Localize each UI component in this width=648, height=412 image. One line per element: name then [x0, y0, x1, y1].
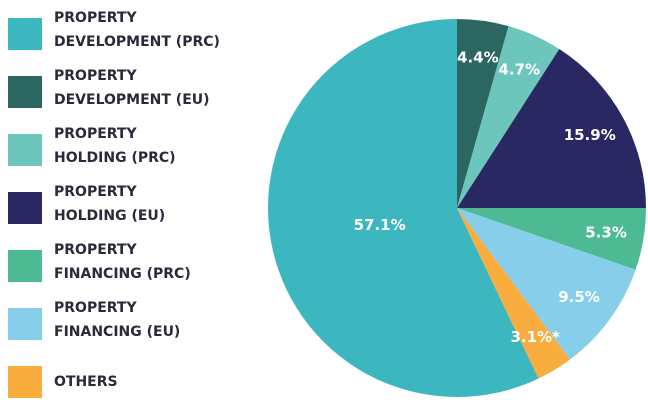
- legend-swatch: [8, 18, 42, 50]
- legend-swatch: [8, 76, 42, 108]
- value-label: 57.1%: [354, 216, 406, 234]
- legend-swatch: [8, 250, 42, 282]
- legend-item: PROPERTY HOLDING (PRC): [8, 122, 258, 180]
- legend-item: PROPERTY DEVELOPMENT (EU): [8, 64, 258, 122]
- legend-swatch: [8, 366, 42, 398]
- pie-slice: [457, 26, 560, 208]
- pie-slice: [457, 208, 636, 360]
- pie-slice: [457, 208, 646, 270]
- legend-label: PROPERTY DEVELOPMENT (EU): [54, 68, 210, 108]
- legend-item: PROPERTY DEVELOPMENT (PRC): [8, 6, 258, 64]
- value-label: 3.1%*: [510, 328, 560, 346]
- chart: 57.1% 4.4%4.7% 15.9% 5.3% 9.5% 3.1%*: [268, 19, 646, 397]
- legend-item: PROPERTY FINANCING (PRC): [8, 238, 258, 296]
- legend-label: PROPERTY HOLDING (PRC): [54, 126, 176, 166]
- pie-slice: [268, 19, 539, 397]
- legend-swatch: [8, 192, 42, 224]
- legend-item: OTHERS: [8, 354, 258, 412]
- pie-slice: [457, 19, 509, 208]
- pie-slice: [457, 208, 571, 379]
- legend-swatch: [8, 308, 42, 340]
- value-label: 5.3%: [585, 224, 627, 242]
- page: {"chart_data": {"type": "pie", "categori…: [8, 10, 646, 398]
- legend-label: PROPERTY HOLDING (EU): [54, 184, 166, 224]
- value-label: 4.4%: [457, 49, 499, 67]
- legend-label: PROPERTY FINANCING (PRC): [54, 242, 191, 282]
- legend: PROPERTY DEVELOPMENT (PRC) PROPERTY DEVEL…: [8, 6, 258, 412]
- legend-item: PROPERTY FINANCING (EU): [8, 296, 258, 354]
- value-label: 15.9%: [564, 126, 616, 144]
- legend-label: OTHERS: [54, 374, 118, 390]
- legend-label: PROPERTY DEVELOPMENT (PRC): [54, 10, 220, 50]
- legend-item: PROPERTY HOLDING (EU): [8, 180, 258, 238]
- legend-swatch: [8, 134, 42, 166]
- value-label: 9.5%: [558, 288, 600, 306]
- pie-slice: [457, 49, 646, 208]
- legend-label: PROPERTY FINANCING (EU): [54, 300, 181, 340]
- value-label: 4.7%: [498, 61, 540, 79]
